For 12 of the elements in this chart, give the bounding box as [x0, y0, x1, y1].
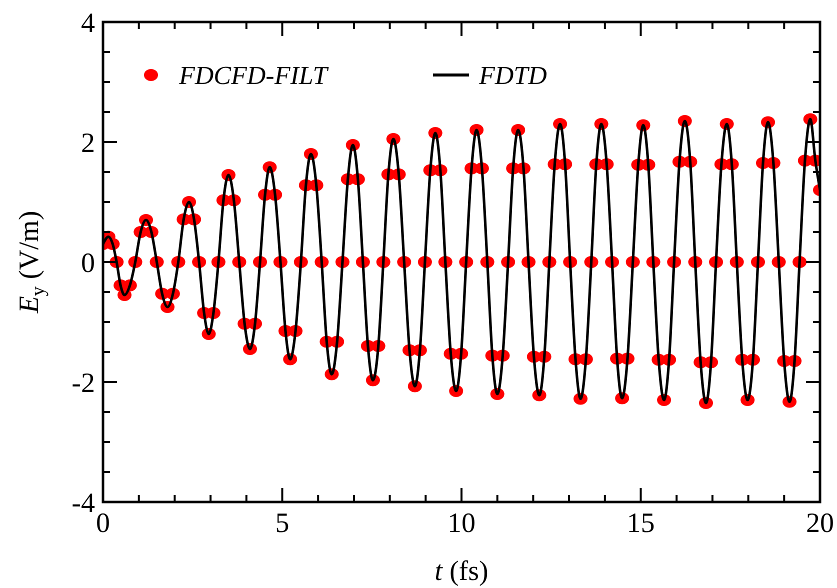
x-tick-label: 10 — [448, 508, 476, 539]
x-tick-label: 20 — [806, 508, 834, 539]
legend-label: FDCFD-FILT — [178, 61, 329, 90]
y-tick-label: 0 — [81, 248, 95, 279]
legend-label: FDTD — [478, 61, 548, 90]
x-tick-label: 15 — [626, 508, 655, 539]
y-tick-label: -2 — [72, 368, 95, 399]
y-tick-label: -4 — [72, 488, 95, 519]
x-axis-title: t (fs) — [434, 556, 488, 587]
x-tick-label: 5 — [275, 508, 290, 539]
y-tick-label: 4 — [81, 8, 95, 39]
y-tick-label: 2 — [81, 128, 95, 159]
